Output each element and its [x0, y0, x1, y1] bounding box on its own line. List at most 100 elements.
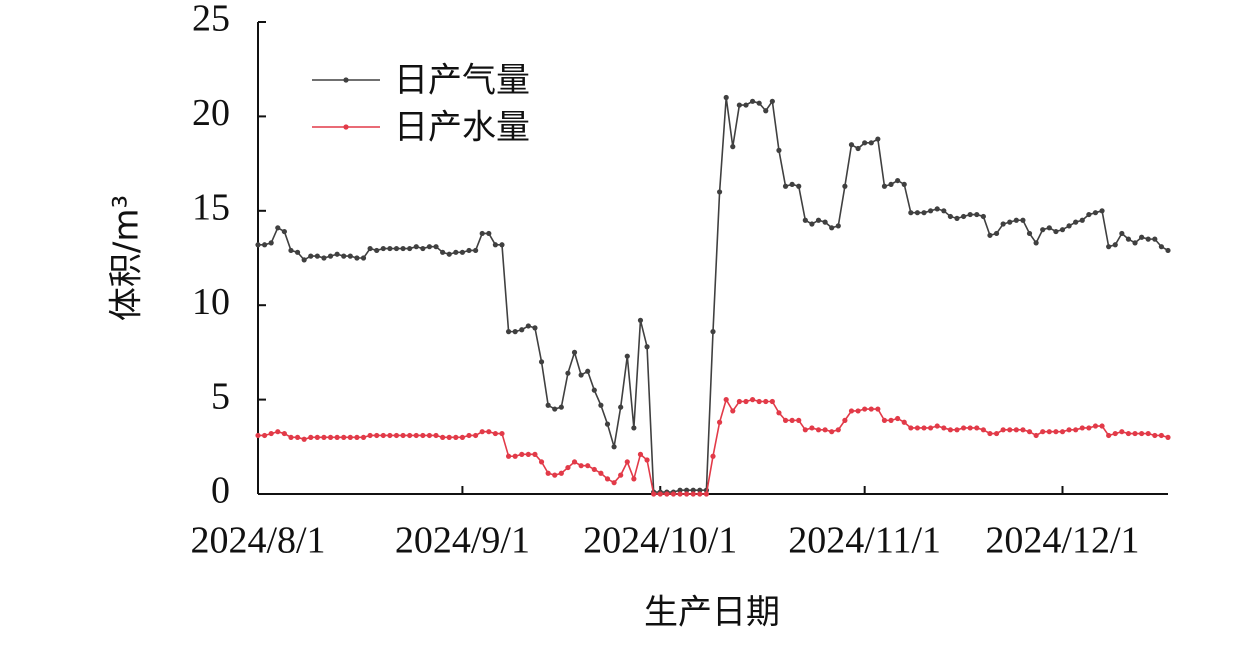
- point: [611, 444, 617, 450]
- point: [1086, 425, 1092, 431]
- point: [413, 244, 419, 250]
- point: [261, 242, 268, 248]
- point: [684, 491, 690, 497]
- point: [901, 181, 907, 187]
- point: [1139, 234, 1145, 240]
- point: [776, 410, 782, 416]
- point: [1092, 423, 1099, 429]
- point: [848, 142, 855, 148]
- point: [374, 432, 380, 439]
- point: [967, 211, 973, 218]
- x-tick-label: 2024/12/1: [985, 520, 1139, 562]
- point: [914, 425, 921, 431]
- point: [1139, 430, 1145, 437]
- point: [875, 406, 881, 412]
- point: [578, 372, 584, 378]
- point: [519, 451, 525, 457]
- point: [261, 432, 268, 439]
- point: [769, 98, 775, 104]
- point: [1092, 210, 1099, 216]
- point: [571, 459, 578, 465]
- point: [519, 327, 525, 333]
- point: [288, 434, 294, 440]
- point: [532, 325, 538, 331]
- point: [1046, 225, 1052, 231]
- point: [321, 255, 327, 261]
- y-tick-label: 5: [211, 375, 230, 417]
- point: [960, 425, 967, 431]
- point: [341, 434, 347, 440]
- point: [268, 240, 274, 246]
- point: [1046, 429, 1052, 435]
- point: [466, 247, 472, 254]
- point: [380, 432, 386, 439]
- point: [354, 255, 360, 261]
- point: [730, 408, 736, 414]
- point: [921, 425, 927, 431]
- point: [1132, 430, 1138, 437]
- point: [1040, 429, 1046, 435]
- point: [1079, 217, 1085, 223]
- point: [433, 432, 439, 439]
- point: [848, 408, 855, 414]
- point: [1026, 230, 1033, 237]
- point: [400, 245, 406, 252]
- point: [1165, 247, 1171, 254]
- point: [479, 429, 485, 435]
- point: [492, 242, 498, 248]
- point: [987, 430, 993, 437]
- point: [657, 491, 663, 497]
- point: [947, 213, 953, 220]
- point: [505, 329, 512, 335]
- point: [374, 247, 380, 254]
- point: [802, 217, 808, 223]
- point: [433, 244, 439, 250]
- point: [512, 329, 518, 335]
- point: [479, 230, 485, 237]
- point: [723, 94, 729, 101]
- point: [624, 459, 630, 465]
- point: [1099, 423, 1105, 429]
- point: [684, 487, 690, 493]
- point: [294, 249, 301, 255]
- point: [565, 464, 571, 471]
- point: [987, 232, 993, 238]
- point: [637, 317, 644, 323]
- point: [545, 402, 551, 408]
- point: [908, 425, 914, 431]
- point: [407, 432, 413, 439]
- point: [782, 183, 789, 189]
- point: [585, 368, 591, 374]
- point: [716, 189, 723, 195]
- point: [558, 404, 564, 410]
- point: [440, 434, 446, 440]
- point: [782, 417, 789, 423]
- y-tick-label: 15: [192, 187, 230, 229]
- point: [974, 425, 980, 431]
- point: [1106, 244, 1112, 250]
- point: [308, 253, 314, 259]
- point: [618, 404, 624, 410]
- point: [690, 491, 696, 497]
- point: [459, 434, 466, 440]
- point: [1059, 429, 1066, 435]
- point: [855, 145, 861, 152]
- point: [829, 429, 835, 435]
- point: [604, 421, 611, 427]
- point: [697, 491, 703, 497]
- legend-marker: [343, 124, 349, 130]
- point: [578, 463, 584, 469]
- point: [934, 423, 940, 429]
- point: [723, 397, 729, 403]
- point: [677, 487, 683, 493]
- point: [268, 430, 274, 437]
- point: [334, 434, 340, 440]
- point: [459, 249, 466, 255]
- point: [1132, 240, 1138, 246]
- point: [598, 402, 604, 408]
- y-axis-label: 体积/m³: [107, 195, 147, 321]
- point: [275, 225, 281, 231]
- point: [855, 408, 861, 414]
- point: [815, 427, 822, 433]
- point: [749, 98, 756, 104]
